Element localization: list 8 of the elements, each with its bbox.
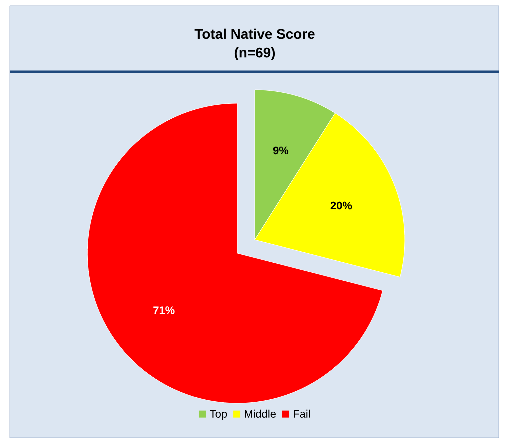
legend-label: Top <box>210 410 228 420</box>
chart-title: Total Native Score <box>194 28 315 40</box>
data-label: 9% <box>273 146 289 155</box>
chart-subtitle: (n=69) <box>234 47 276 60</box>
legend-label: Fail <box>294 410 310 418</box>
legend-label: Middle <box>245 410 276 418</box>
data-label: 71% <box>154 306 175 314</box>
data-label: 20% <box>330 202 352 210</box>
